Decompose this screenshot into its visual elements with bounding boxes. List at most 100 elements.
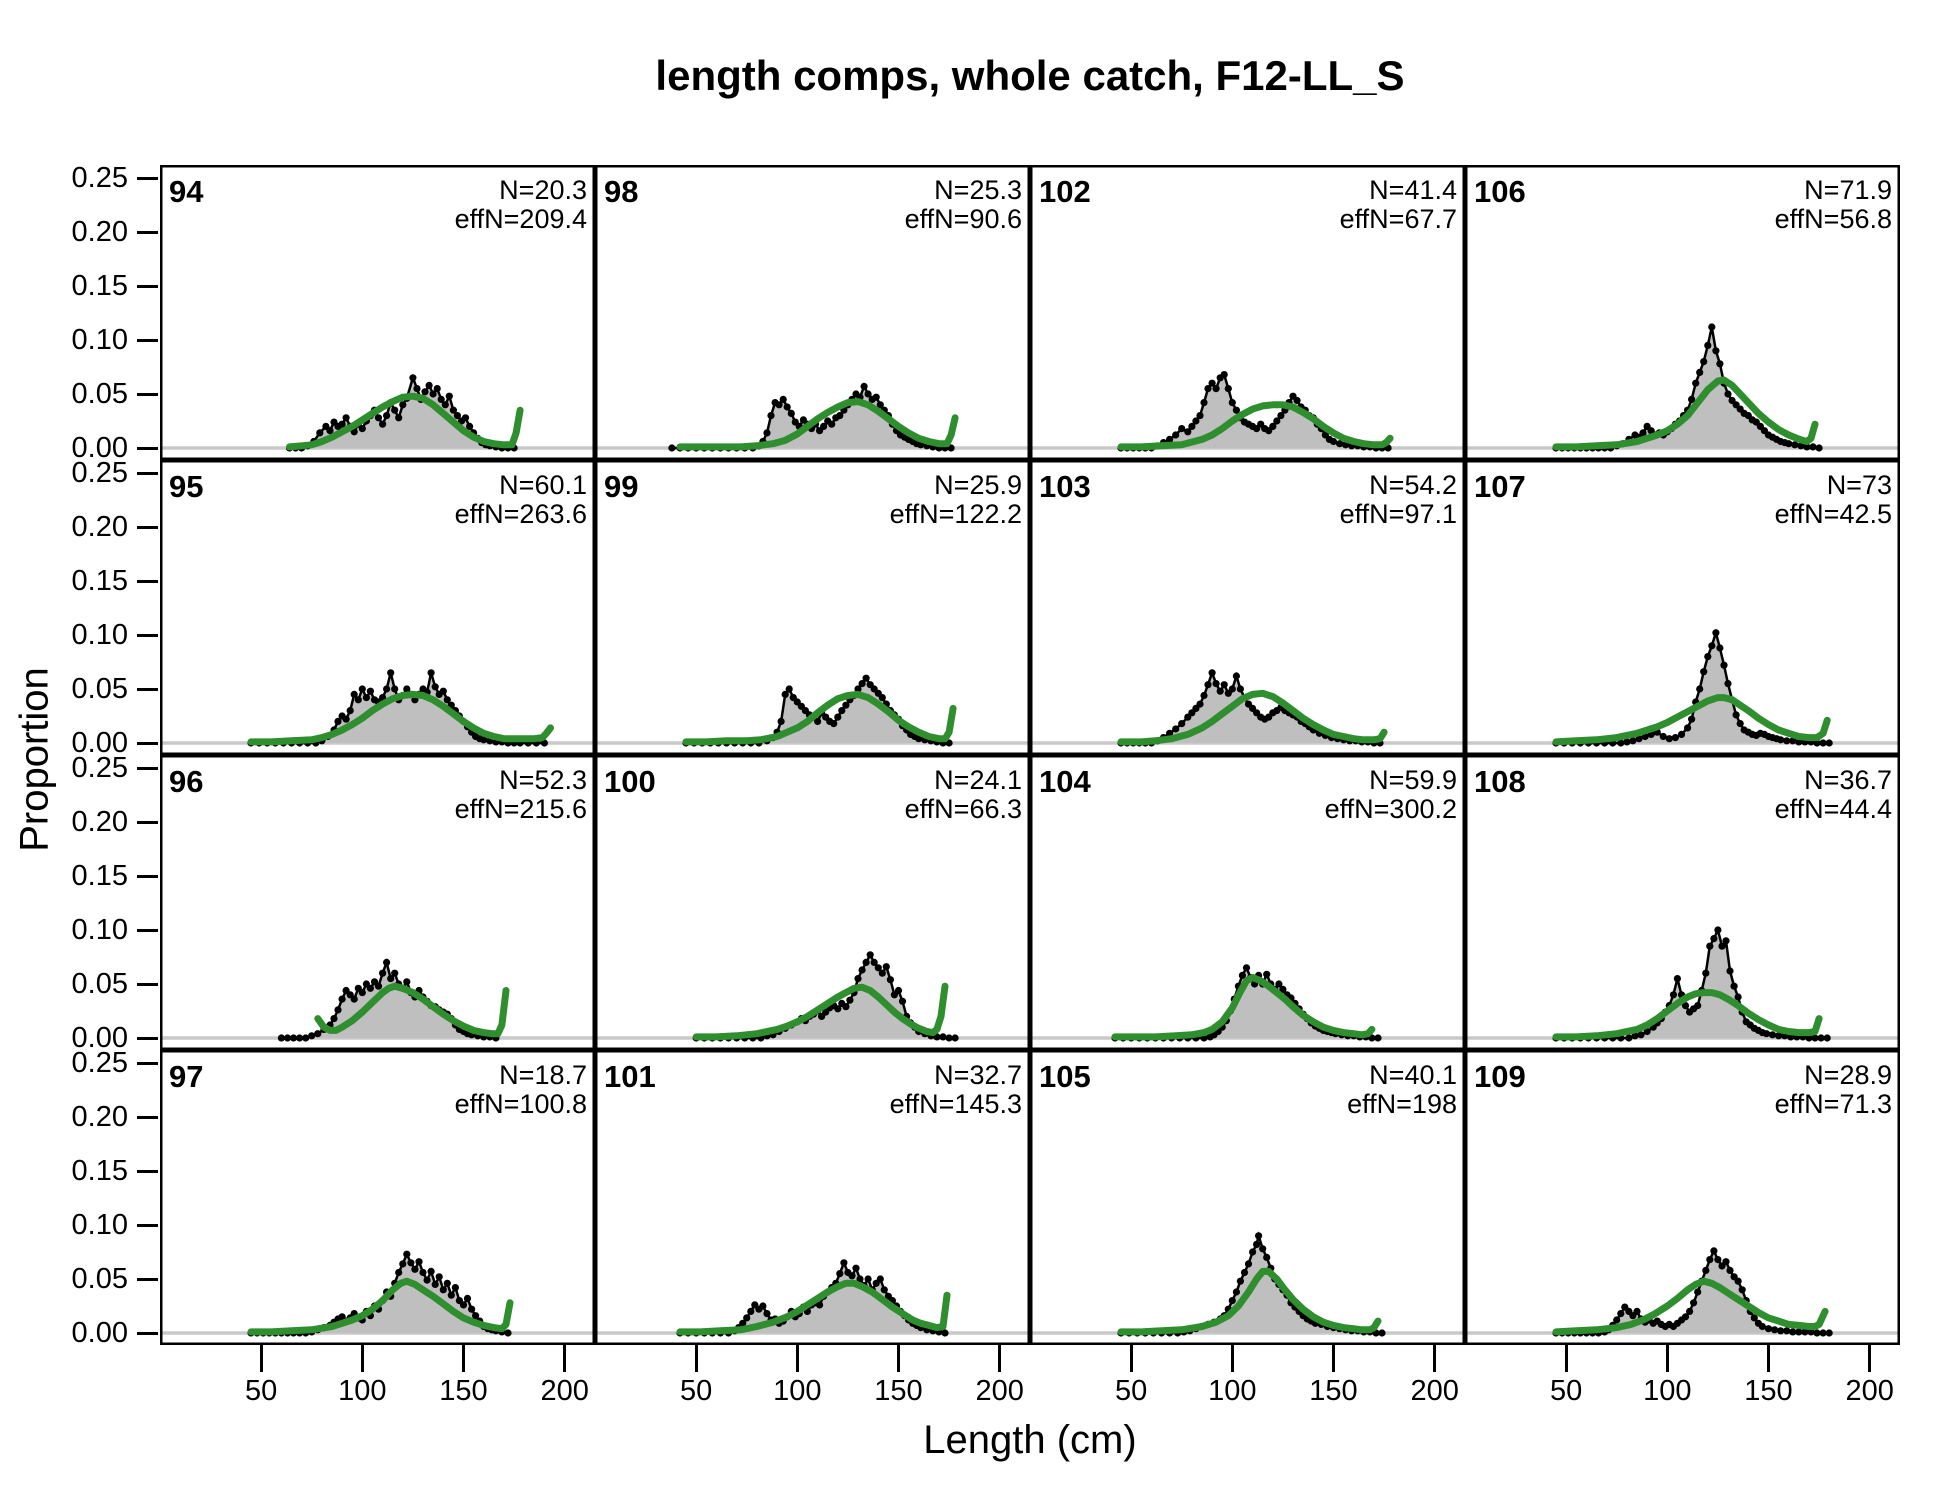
observed-point [1178,425,1186,433]
observed-point [878,694,886,702]
observed-point [443,1279,451,1287]
observed-point [775,401,783,409]
observed-point [1633,1307,1641,1315]
y-tick-label: 0.05 [71,1262,128,1295]
observed-point [862,958,870,966]
panel-102: 102 N=41.4 effN=67.7 [1030,165,1465,460]
observed-point [1192,417,1200,425]
observed-point [480,736,488,744]
observed-point [1801,1328,1809,1336]
observed-point [1783,1327,1791,1335]
observed-point [391,406,399,414]
observed-point [383,958,391,966]
observed-point [431,1280,439,1288]
observed-point [1702,969,1710,977]
observed-point [342,715,350,723]
observed-point [283,1034,292,1042]
observed-point [435,1273,443,1281]
panel-106: 106 N=71.9 effN=56.8 [1465,165,1900,460]
observed-point [864,1275,872,1283]
observed-point [1204,681,1212,689]
panel-n-label: N=32.7 [934,1060,1022,1090]
observed-point [781,690,789,698]
y-tick [137,766,158,770]
observed-point [1700,358,1708,366]
observed-point [848,1272,856,1280]
observed-point [1764,1325,1773,1333]
observed-point [399,1260,407,1268]
x-tick-label: 50 [1550,1375,1583,1407]
x-tick [360,1345,364,1372]
observed-point [1673,975,1681,983]
observed-point [842,701,850,709]
observed-point [1738,1286,1746,1294]
observed-point [413,385,421,393]
observed-point [330,1015,338,1023]
observed-point [1681,1002,1690,1010]
observed-point [1374,1034,1382,1042]
y-tick [137,982,158,986]
panel-n-label: N=36.7 [1804,765,1892,795]
y-tick-label: 0.05 [71,377,128,410]
observed-point [1236,685,1244,693]
observed-point [391,685,399,693]
observed-point [441,401,449,409]
observed-point [1249,1248,1257,1256]
observed-point [1722,937,1730,945]
observed-point [429,390,437,398]
observed-point [383,412,391,420]
observed-point [876,1275,884,1283]
x-tick [694,1345,698,1372]
observed-point [1208,669,1216,677]
observed-point [1238,971,1246,979]
expected-line [1117,401,1394,451]
panel-effn-label: effN=145.3 [890,1089,1022,1119]
observed-point [1768,1031,1777,1039]
observed-point [1807,1328,1815,1336]
observed-point [1791,441,1799,449]
observed-point [1762,1030,1771,1038]
expected-line [1552,1277,1829,1336]
observed-point [433,385,441,393]
observed-point [1710,935,1718,943]
observed-area [1556,930,1828,1038]
y-tick-label: 0.25 [71,456,128,489]
observed-point [472,1312,480,1320]
observed-point [1236,1277,1244,1285]
panel-year-label: 107 [1474,469,1526,504]
observed-point [449,406,457,414]
expected-line [314,982,510,1038]
observed-point [374,982,383,990]
observed-point [354,696,362,704]
observed-point [862,674,870,682]
observed-point [785,685,793,693]
observed-point [443,696,451,704]
observed-point [1694,1002,1702,1010]
observed-point [836,412,844,420]
panel-n-label: N=73 [1827,470,1892,500]
expected-line [1552,694,1831,746]
observed-point [1669,991,1677,999]
x-tick-label: 100 [1208,1375,1257,1407]
y-tick [137,1277,158,1281]
panel-n-label: N=59.9 [1369,765,1457,795]
panel-n-label: N=52.3 [499,765,587,795]
observed-point [391,969,399,977]
observed-point [338,995,346,1003]
panel-effn-label: effN=67.7 [1340,204,1457,234]
x-tick [1564,1345,1568,1372]
observed-point [1706,1256,1714,1264]
expected-line [247,690,554,746]
x-tick [563,1345,567,1372]
observed-point [326,427,334,435]
observed-point [379,969,387,977]
observed-point [459,1301,468,1309]
x-tick-label: 200 [1845,1375,1894,1407]
observed-point [366,687,374,695]
observed-point [1200,691,1208,700]
y-tick-label: 0.20 [71,510,128,543]
observed-point [427,669,435,677]
observed-point [1696,368,1704,376]
panel-108: 108 N=36.7 effN=44.4 [1465,755,1900,1050]
y-tick [137,525,158,529]
